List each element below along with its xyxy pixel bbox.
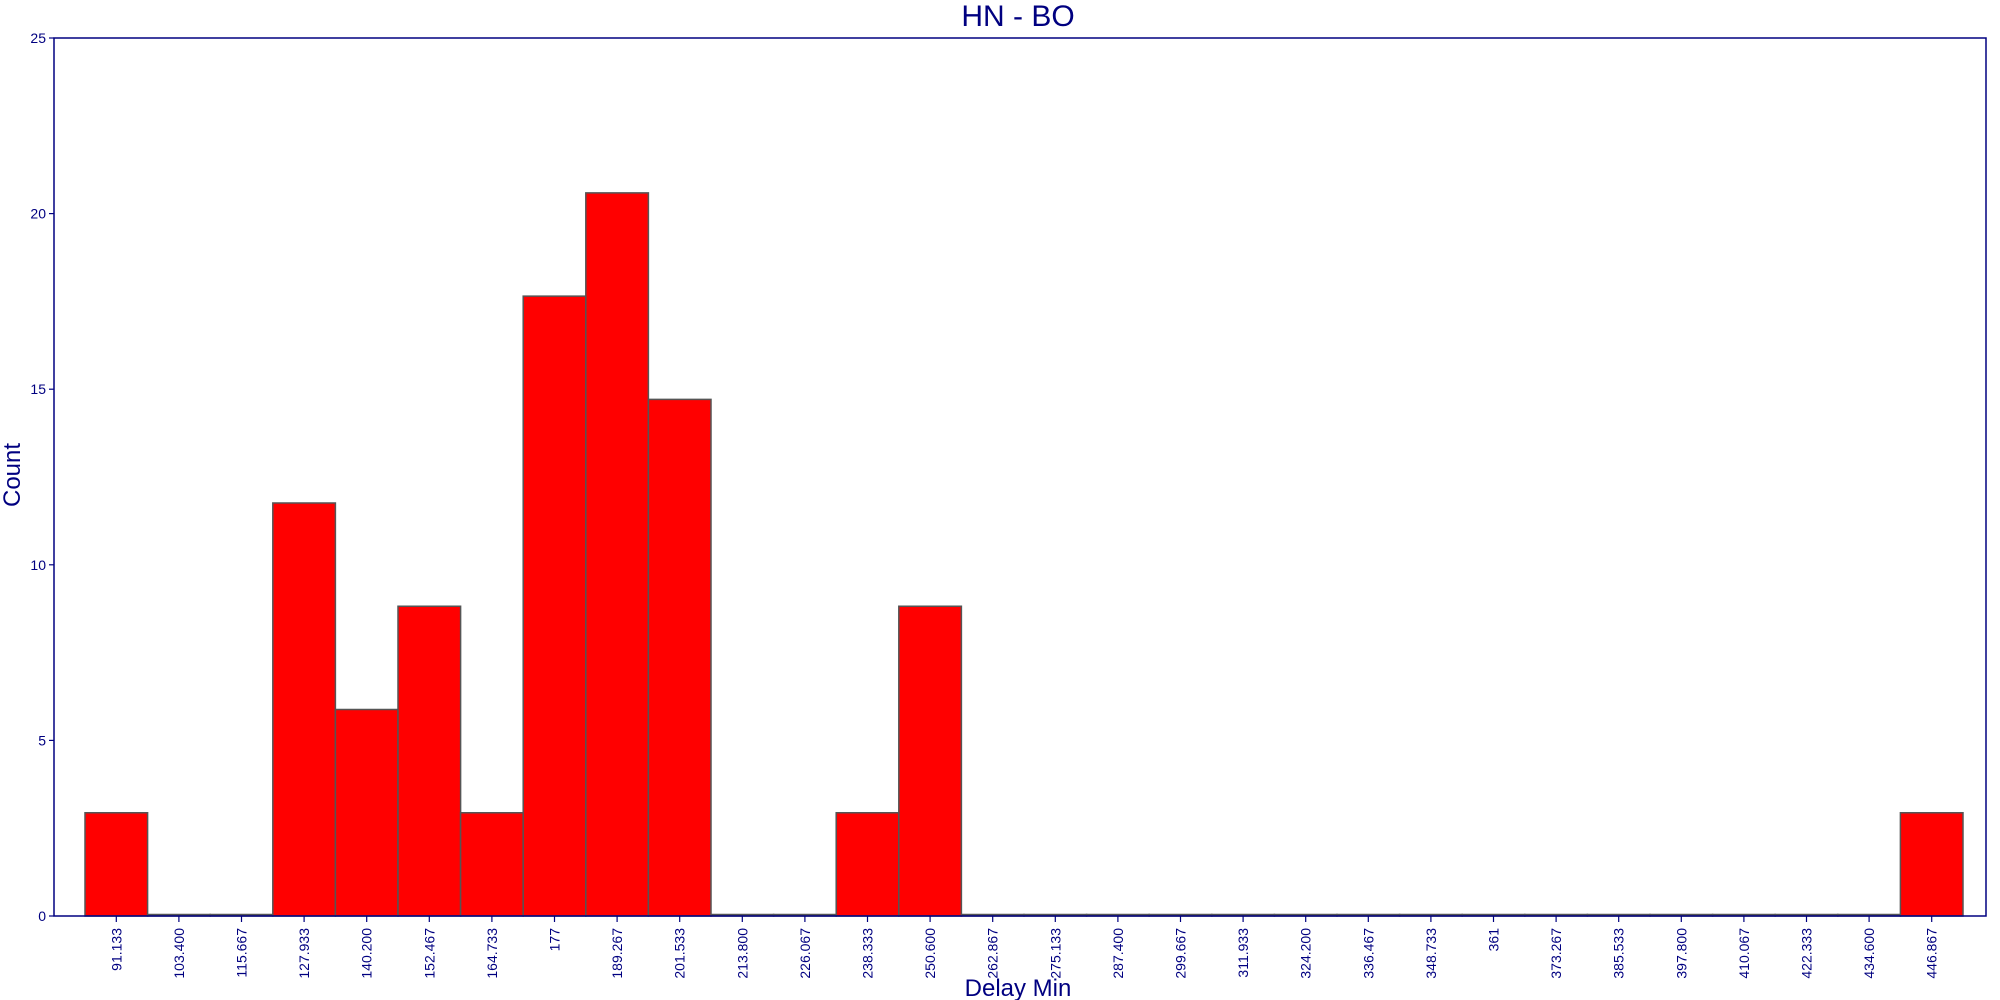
x-tick-label: 103.400 [171,928,187,979]
bar-140.200 [334,708,399,917]
x-tick-label: 311.933 [1235,928,1251,978]
x-tick-label: 446.867 [1924,928,1940,979]
x-axis-label: Delay Min [965,975,1072,1000]
bar-250.600 [898,605,963,917]
x-tick-label: 140.200 [359,928,375,979]
y-axis-label: Count [0,443,26,507]
y-tick-label: 25 [30,30,46,46]
x-tick-label: 152.467 [421,928,437,979]
x-tick-label: 287.400 [1110,928,1126,979]
x-tick-label: 226.067 [797,928,813,979]
y-ticks-group: 0 5 10 15 20 25 [30,30,54,924]
plot-frame [53,37,1987,917]
bar-177 [522,295,587,917]
bar-189.267 [585,192,650,917]
y-tick-label: 5 [38,732,46,748]
x-tick-label: 262.867 [985,928,1001,979]
x-tick-label: 213.800 [734,928,750,979]
x-tick-label: 164.733 [484,928,500,979]
bar-91.133 [84,811,149,917]
x-tick-label: 201.533 [672,928,688,979]
y-tick-label: 10 [30,557,46,573]
x-tick-label: 422.333 [1799,928,1815,979]
x-tick-label: 397.800 [1673,928,1689,979]
x-tick-label: 275.133 [1047,928,1063,979]
x-tick-label: 177 [547,928,563,952]
x-tick-label: 385.533 [1611,928,1627,979]
x-tick-label: 115.667 [234,928,250,978]
y-tick-label: 20 [30,206,46,222]
x-tick-label: 238.333 [860,928,876,979]
x-tick-label: 336.467 [1360,928,1376,979]
bar-238.333 [835,811,900,917]
bar-152.467 [397,605,462,917]
x-tick-label: 91.133 [108,928,124,971]
bar-201.533 [647,398,712,917]
y-tick-label: 0 [38,908,46,924]
x-tick-label: 250.600 [922,928,938,979]
x-tick-label: 299.667 [1173,928,1189,979]
x-tick-label: 434.600 [1861,928,1877,979]
x-ticks-group: 91.133 103.400 115.667 127.933 140.200 152.46… [108,916,1940,979]
y-tick-label: 15 [30,381,46,397]
x-tick-label: 127.933 [296,928,312,979]
x-tick-label: 373.267 [1548,928,1564,979]
x-tick-label: 189.267 [609,928,625,979]
bar-127.933 [272,502,337,917]
x-tick-label: 348.733 [1423,928,1439,979]
x-tick-label: 410.067 [1736,928,1752,979]
bars-group [84,192,1964,917]
bar-446.867 [1899,811,1964,917]
x-tick-label: 361 [1486,928,1502,952]
bar-164.733 [459,811,524,917]
chart-title: HN - BO [961,0,1074,33]
x-tick-label: 324.200 [1298,928,1314,979]
